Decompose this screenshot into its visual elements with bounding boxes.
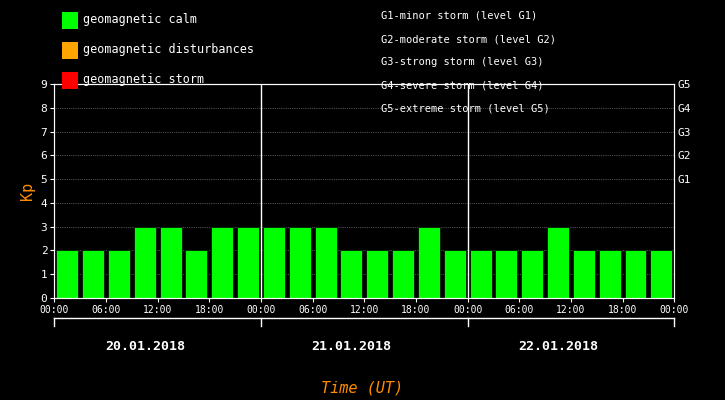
Bar <box>495 250 518 298</box>
Bar <box>392 250 414 298</box>
Text: G5-extreme storm (level G5): G5-extreme storm (level G5) <box>381 104 550 114</box>
Text: 21.01.2018: 21.01.2018 <box>312 340 392 352</box>
Text: 20.01.2018: 20.01.2018 <box>105 340 185 352</box>
Bar <box>289 227 311 298</box>
Text: 22.01.2018: 22.01.2018 <box>518 340 598 352</box>
Bar <box>650 250 672 298</box>
Bar <box>418 227 440 298</box>
Bar <box>470 250 492 298</box>
Bar <box>134 227 156 298</box>
Bar <box>211 227 233 298</box>
Bar <box>599 250 621 298</box>
Text: G2-moderate storm (level G2): G2-moderate storm (level G2) <box>381 34 555 44</box>
Text: geomagnetic disturbances: geomagnetic disturbances <box>83 44 254 56</box>
Text: G4-severe storm (level G4): G4-severe storm (level G4) <box>381 81 543 91</box>
Bar <box>315 227 336 298</box>
Text: Time (UT): Time (UT) <box>321 380 404 396</box>
Bar <box>108 250 130 298</box>
Bar <box>444 250 465 298</box>
Bar <box>341 250 362 298</box>
Bar <box>366 250 388 298</box>
Bar <box>237 227 259 298</box>
Text: G1-minor storm (level G1): G1-minor storm (level G1) <box>381 11 537 21</box>
Y-axis label: Kp: Kp <box>20 182 35 200</box>
Bar <box>521 250 543 298</box>
Bar <box>57 250 78 298</box>
Bar <box>263 227 285 298</box>
Bar <box>82 250 104 298</box>
Text: G3-strong storm (level G3): G3-strong storm (level G3) <box>381 58 543 68</box>
Bar <box>573 250 594 298</box>
Text: geomagnetic storm: geomagnetic storm <box>83 74 204 86</box>
Bar <box>547 227 569 298</box>
Bar <box>160 227 181 298</box>
Bar <box>186 250 207 298</box>
Bar <box>624 250 647 298</box>
Text: geomagnetic calm: geomagnetic calm <box>83 14 197 26</box>
